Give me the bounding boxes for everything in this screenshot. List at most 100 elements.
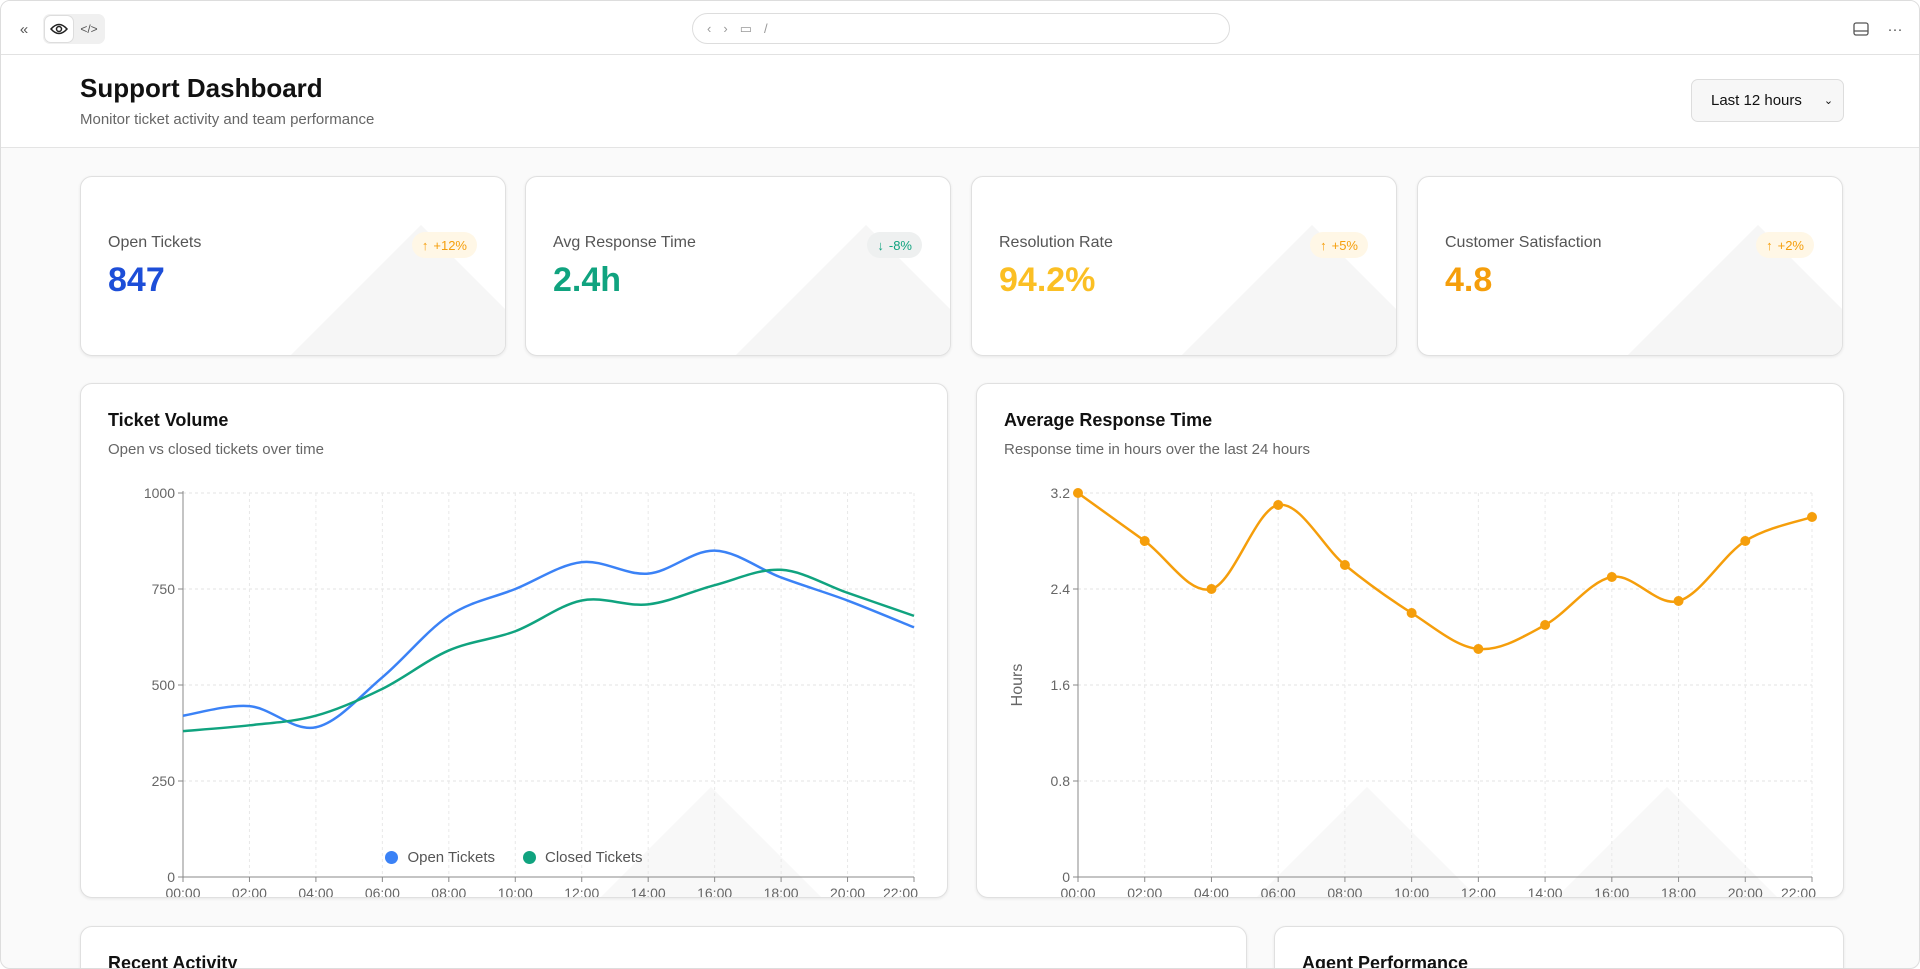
legend-closed-tickets[interactable]: Closed Tickets — [523, 849, 643, 866]
response-time-title: Average Response Time — [1004, 410, 1213, 430]
stat-card: Resolution Rate 94.2% ↑ +5% — [971, 176, 1397, 356]
collapse-sidebar-icon[interactable]: « — [19, 20, 29, 38]
arrow-up-icon: ↑ — [1320, 237, 1327, 253]
series-line — [182, 549, 915, 730]
data-point — [1339, 560, 1350, 570]
y-tick-label: 750 — [152, 581, 176, 597]
stat-card: Open Tickets 847 ↑ +12% — [80, 176, 506, 356]
series-line — [182, 568, 915, 733]
x-tick-label: 16:00 — [697, 885, 732, 898]
change-badge: ↑ +5% — [1310, 232, 1368, 258]
x-tick-label: 02:00 — [232, 885, 267, 898]
address-bar[interactable]: ‹ › ▭ / — [692, 13, 1230, 44]
stat-value: 2.4h — [553, 261, 622, 299]
y-tick-label: 0.8 — [1051, 773, 1071, 789]
x-tick-label: 08:00 — [1327, 885, 1362, 898]
x-tick-label: 20:00 — [830, 885, 865, 898]
stat-value: 847 — [108, 261, 165, 299]
y-axis-label: Hours — [1009, 664, 1026, 707]
recent-activity-title: Recent Activity — [108, 953, 238, 969]
forward-icon[interactable]: › — [723, 21, 728, 36]
code-icon[interactable]: </> — [80, 22, 98, 36]
ticket-volume-chart: 0 250 500 750 1000 00:00 02:00 04:00 06:00 08:00 1… — [144, 485, 918, 898]
agent-performance-title: Agent Performance — [1302, 953, 1469, 969]
x-tick-label: 04:00 — [1194, 885, 1229, 898]
stat-label: Resolution Rate — [999, 234, 1113, 251]
page-title: Support Dashboard — [80, 73, 323, 103]
arrow-up-icon: ↑ — [1766, 237, 1773, 253]
x-tick-label: 00:00 — [165, 885, 200, 898]
data-point — [1473, 644, 1484, 654]
y-tick-label: 2.4 — [1051, 581, 1071, 597]
agent-performance-card: Agent Performance — [1274, 926, 1844, 969]
arrow-up-icon: ↑ — [421, 237, 429, 253]
arrow-down-icon: ↓ — [877, 237, 884, 253]
data-point — [1606, 572, 1617, 582]
data-point — [1807, 512, 1817, 522]
response-time-chart: 0 0.8 1.6 2.4 3.2 00:00 02:00 04:00 06:00 08:00 10… — [1009, 485, 1817, 898]
stat-value: 4.8 — [1445, 261, 1493, 299]
y-tick-label: 250 — [152, 773, 176, 789]
x-tick-label: 06:00 — [1261, 885, 1296, 898]
page-header: Support Dashboard Monitor ticket activit… — [1, 55, 1919, 148]
data-point — [1673, 596, 1684, 606]
back-icon[interactable]: ‹ — [707, 21, 712, 36]
stat-value: 94.2% — [999, 261, 1096, 299]
eye-icon[interactable] — [45, 16, 73, 42]
x-tick-label: 22:00 — [1781, 885, 1816, 898]
x-tick-label: 12:00 — [564, 885, 599, 898]
x-tick-label: 14:00 — [631, 885, 666, 898]
recent-activity-card: Recent Activity — [80, 926, 1247, 969]
panel-icon[interactable] — [1847, 15, 1875, 43]
response-time-card: Average Response Time Response time in h… — [976, 383, 1844, 898]
y-tick-label: 500 — [152, 677, 176, 693]
data-point — [1206, 584, 1217, 594]
x-tick-label: 18:00 — [764, 885, 799, 898]
change-badge: ↑ +12% — [411, 232, 477, 258]
x-tick-label: 20:00 — [1728, 885, 1763, 898]
monitor-icon: ▭ — [739, 20, 752, 36]
x-tick-label: 10:00 — [498, 885, 533, 898]
response-time-subtitle: Response time in hours over the last 24 … — [1004, 441, 1310, 458]
x-tick-label: 00:00 — [1060, 885, 1095, 898]
x-tick-label: 18:00 — [1661, 885, 1696, 898]
y-tick-label: 0 — [1062, 869, 1070, 885]
legend-open-tickets[interactable]: Open Tickets — [385, 849, 495, 866]
stat-label: Customer Satisfaction — [1445, 234, 1602, 251]
data-point — [1406, 608, 1417, 618]
x-tick-label: 16:00 — [1594, 885, 1629, 898]
ticket-volume-card: Ticket Volume Open vs closed tickets ove… — [80, 383, 948, 898]
ticket-volume-title: Ticket Volume — [108, 410, 229, 430]
x-tick-label: 10:00 — [1394, 885, 1429, 898]
stat-label: Open Tickets — [108, 234, 202, 251]
stat-card: Customer Satisfaction 4.8 ↑ +2% — [1417, 176, 1843, 356]
x-tick-label: 06:00 — [365, 885, 400, 898]
browser-toolbar: « </> ‹ › ▭ / ··· — [1, 1, 1919, 55]
more-icon[interactable]: ··· — [1887, 20, 1903, 38]
x-tick-label: 08:00 — [431, 885, 466, 898]
chart-legend: Open Tickets Closed Tickets — [81, 849, 947, 866]
time-range-select[interactable]: Last 12 hours ⌄ — [1691, 79, 1844, 122]
stat-card: Avg Response Time 2.4h ↓ -8% — [525, 176, 951, 356]
data-point — [1139, 536, 1150, 546]
data-point — [1740, 536, 1751, 546]
x-tick-label: 22:00 — [883, 885, 918, 898]
page-subtitle: Monitor ticket activity and team perform… — [80, 111, 375, 128]
data-point — [1273, 500, 1284, 510]
data-point — [1540, 620, 1551, 630]
stat-label: Avg Response Time — [553, 234, 696, 251]
url-text: / — [763, 21, 768, 36]
change-badge: ↑ +2% — [1756, 232, 1814, 258]
y-tick-label: 1.6 — [1051, 677, 1071, 693]
y-tick-label: 1000 — [144, 485, 175, 501]
x-tick-label: 04:00 — [298, 885, 333, 898]
x-tick-label: 14:00 — [1528, 885, 1563, 898]
x-tick-label: 02:00 — [1127, 885, 1162, 898]
change-badge: ↓ -8% — [867, 232, 922, 258]
ticket-volume-subtitle: Open vs closed tickets over time — [108, 441, 324, 458]
y-tick-label: 0 — [167, 869, 175, 885]
time-range-value: Last 12 hours — [1711, 92, 1802, 109]
x-tick-label: 12:00 — [1461, 885, 1496, 898]
series-line — [1077, 491, 1813, 651]
